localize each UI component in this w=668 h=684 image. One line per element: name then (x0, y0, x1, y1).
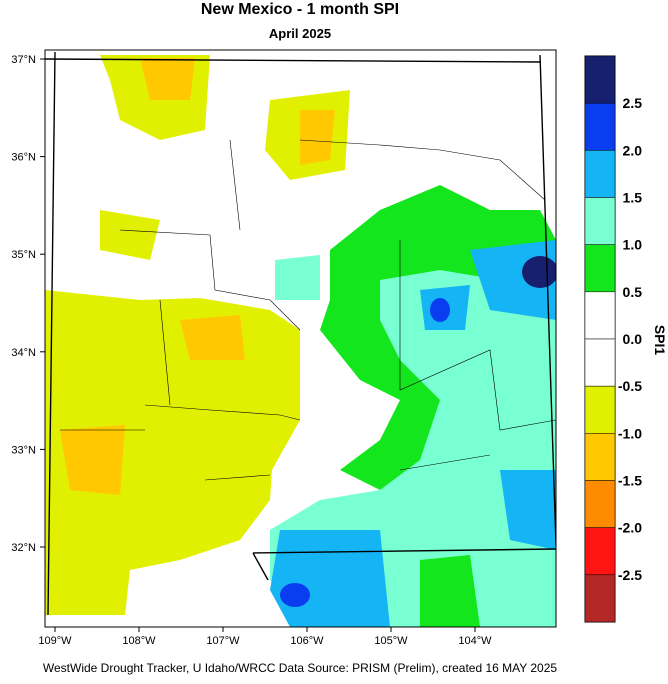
footer: WestWide Drought Tracker, U Idaho/WRCC D… (43, 661, 558, 675)
colorbar-swatch (584, 433, 616, 481)
colorbar-label: 0.0 (623, 331, 643, 347)
lon-label: 109°W (38, 635, 72, 647)
colorbar-label: -0.5 (618, 378, 642, 394)
colorbar-swatch (584, 527, 616, 576)
colorbar-swatch (584, 385, 616, 434)
colorbar-label: -1.5 (618, 473, 642, 489)
colorbar-swatch (584, 338, 616, 387)
colorbar-label: 2.0 (623, 142, 643, 158)
subtitle: April 2025 (269, 26, 331, 41)
lat-label: 33°N (11, 444, 36, 456)
lon-label: 108°W (122, 635, 156, 647)
colorbar-label: -2.0 (618, 520, 642, 536)
map-area (45, 50, 556, 627)
colorbar-title: SPI1 (652, 325, 668, 356)
lon-label: 106°W (290, 635, 324, 647)
colorbar-label: -1.0 (618, 425, 642, 441)
colorbar-swatch (584, 55, 616, 104)
colorbar-label: 2.5 (623, 95, 643, 111)
map-frame (44, 49, 557, 628)
colorbar-swatch (584, 102, 616, 151)
lon-label: 104°W (458, 635, 492, 647)
colorbar-label: 1.5 (623, 190, 643, 206)
colorbar-swatch (584, 150, 616, 198)
lat-label: 36°N (11, 152, 36, 164)
colorbar-label: -2.5 (618, 567, 642, 583)
colorbar-label: 1.0 (623, 237, 643, 253)
colorbar-swatch (584, 574, 616, 623)
lat-label: 34°N (11, 347, 36, 359)
colorbar-swatch (584, 244, 616, 293)
colorbar-swatch (584, 291, 616, 340)
lon-label: 107°W (206, 635, 240, 647)
lat-label: 35°N (11, 249, 36, 261)
colorbar-label: 0.5 (623, 284, 643, 300)
colorbar-swatch (584, 197, 616, 245)
colorbar-swatch (584, 480, 616, 528)
lat-label: 32°N (11, 542, 36, 554)
title: New Mexico - 1 month SPI (201, 1, 399, 18)
lon-label: 105°W (374, 635, 408, 647)
lat-label: 37°N (11, 54, 36, 66)
